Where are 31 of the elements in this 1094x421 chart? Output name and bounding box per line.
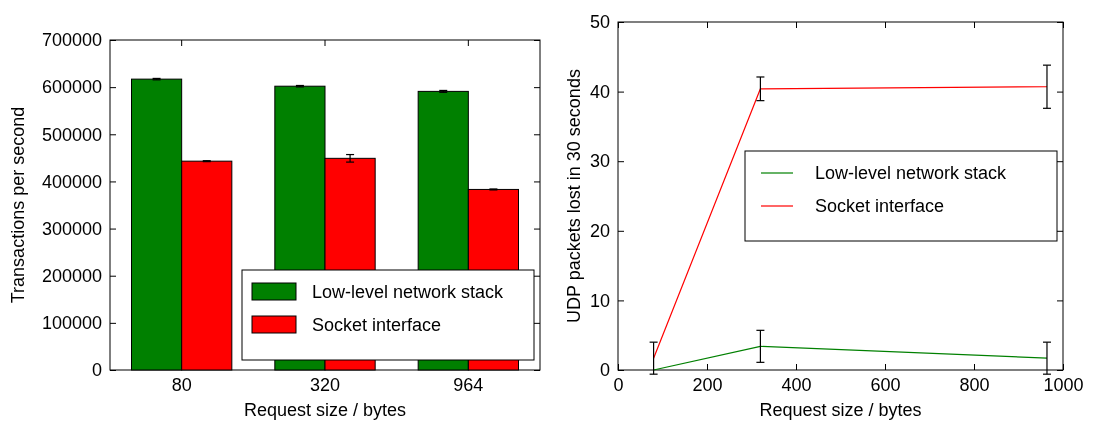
x-tick-label: 320 — [309, 374, 341, 395]
y-tick-label: 30 — [589, 151, 610, 172]
legend-label: Socket interface — [312, 315, 442, 335]
y-tick-label: 100000 — [41, 313, 102, 334]
y-tick-label: 50 — [589, 12, 610, 33]
legend-label: Low-level network stack — [815, 163, 1008, 183]
y-tick-label: 300000 — [41, 218, 102, 239]
y-tick-label: 40 — [589, 81, 610, 102]
y-tick-label: 500000 — [41, 124, 102, 145]
x-tick-label: 1000 — [1043, 374, 1084, 395]
y-axis-title: Transactions per second — [8, 106, 28, 304]
y-tick-label: 400000 — [41, 171, 102, 192]
y-tick-label: 20 — [589, 221, 610, 242]
x-tick-label: 964 — [453, 374, 484, 395]
y-tick-label: 700000 — [41, 30, 102, 51]
x-axis-title: Request size / bytes — [759, 400, 922, 420]
legend-label: Low-level network stack — [312, 282, 505, 302]
x-axis-title: Request size / bytes — [243, 400, 407, 420]
x-tick-label: 200 — [692, 374, 723, 395]
y-tick-label: 10 — [589, 290, 610, 311]
y-tick-label: 0 — [91, 360, 102, 381]
y-tick-label: 200000 — [41, 265, 102, 286]
legend-label: Socket interface — [815, 196, 945, 216]
y-tick-label: 600000 — [41, 77, 102, 98]
x-tick-label: 600 — [870, 374, 901, 395]
x-tick-label: 0 — [613, 374, 624, 395]
y-tick-label: 0 — [599, 360, 610, 381]
x-tick-label: 800 — [959, 374, 990, 395]
x-tick-label: 80 — [171, 374, 192, 395]
y-axis-title: UDP packets lost in 30 seconds — [564, 69, 584, 323]
x-tick-label: 400 — [781, 374, 812, 395]
